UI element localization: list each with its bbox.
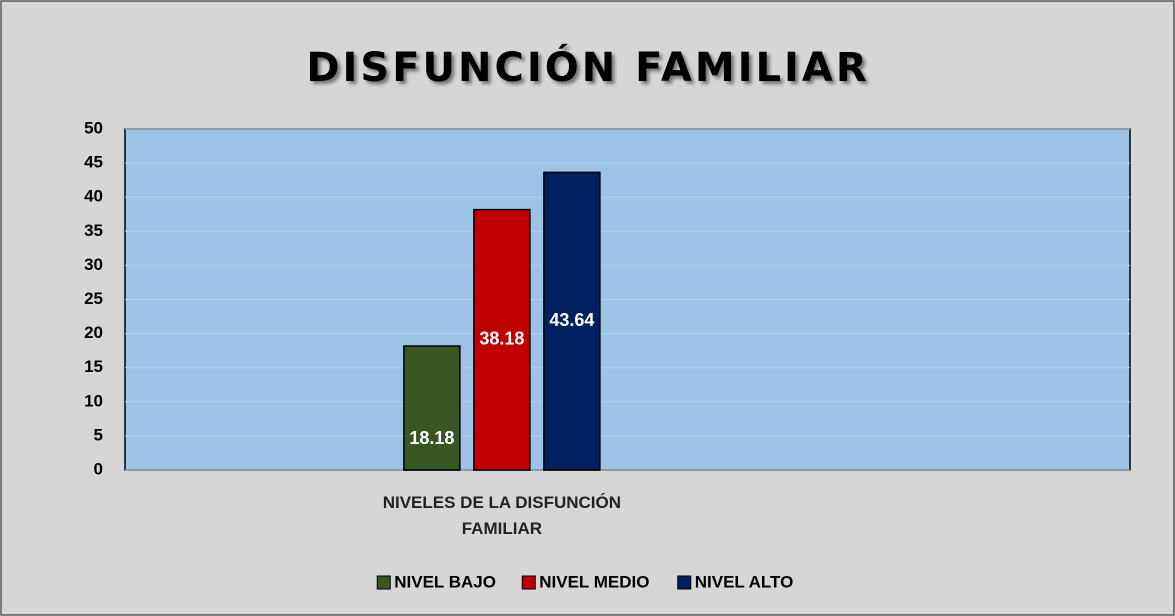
x-tick-label: NIVELES DE LA DISFUNCIÓN FAMILIAR [382,493,622,538]
bar [403,345,461,471]
y-tick-label: 35 [84,221,103,240]
data-label: 43.64 [549,310,594,330]
y-tick-label: 50 [84,118,103,137]
y-tick-label: 25 [84,289,103,308]
y-tick-label: 20 [84,323,103,342]
legend-swatch [677,575,692,590]
legend-swatch [521,575,536,590]
bar [543,171,601,471]
y-tick-label: 5 [94,425,103,444]
legend-label: NIVEL MEDIO [539,572,649,591]
y-tick-label: 45 [84,153,103,172]
y-tick-label: 40 [84,187,103,206]
bar [473,208,531,471]
y-tick-label: 15 [84,357,103,376]
legend-label: NIVEL BAJO [394,572,496,591]
data-label: 38.18 [479,329,524,349]
y-tick-label: 10 [84,391,103,410]
chart-title: DISFUNCIÓN FAMILIAR [306,43,869,91]
legend-swatch [376,575,391,590]
data-label: 18.18 [409,428,454,448]
y-tick-label: 0 [94,459,103,478]
y-tick-label: 30 [84,255,103,274]
legend-label: NIVEL ALTO [695,572,794,591]
